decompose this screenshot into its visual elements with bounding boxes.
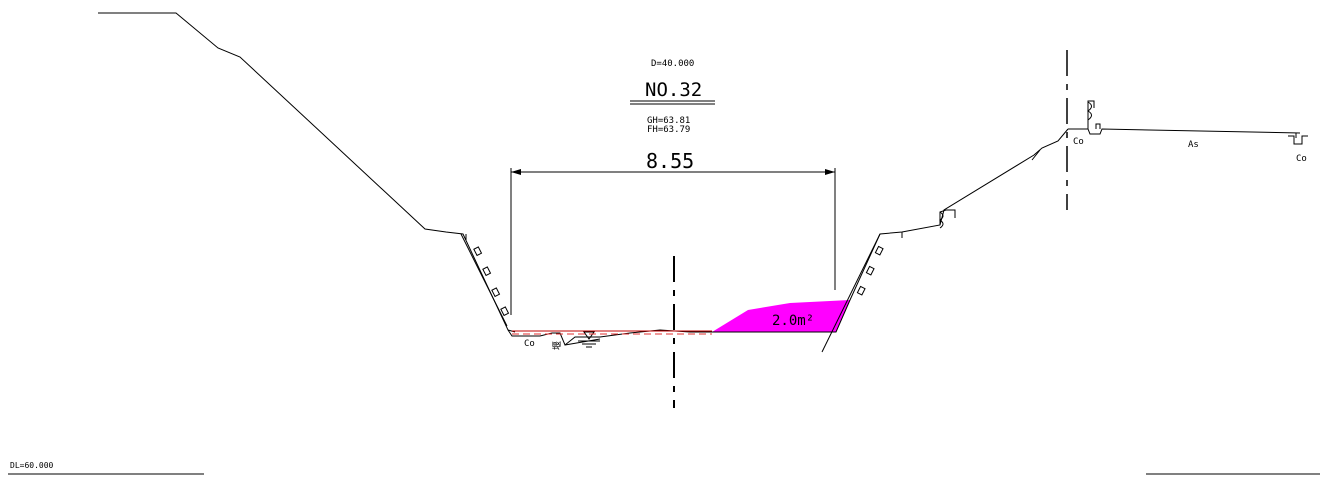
width-dimension-label: 8.55 [646, 149, 694, 173]
weir-label: 堰 [552, 341, 563, 350]
section-number: NO.32 [645, 79, 702, 101]
section-distance: D=40.000 [651, 59, 694, 69]
road-guardrail [1087, 100, 1101, 129]
area-label: 2.0m² [772, 313, 814, 329]
road-surface-line [1068, 128, 1301, 135]
right-slope-block-markers [856, 232, 903, 296]
road-material-co-label: Co [1073, 137, 1084, 147]
road-material-as-label: As [1188, 140, 1199, 150]
bed-low-line [564, 338, 601, 346]
width-dimension [510, 168, 836, 315]
left-slope-block-markers [465, 234, 510, 317]
ditch-material-label: Co [1296, 154, 1307, 164]
right-bank-slope-protection [821, 233, 881, 353]
right-bank-ground-line [712, 128, 1069, 333]
road-ditch [1288, 133, 1308, 145]
left-bank-ground-line [98, 12, 516, 333]
datum-label: DL=60.000 [10, 461, 54, 470]
water-level-symbol [578, 331, 600, 348]
left-bank-slope-protection [460, 233, 508, 327]
left-bank-material-label: Co [524, 339, 535, 349]
excavation-area [712, 300, 850, 332]
channel-bed-line [507, 329, 712, 346]
ground-height: GH=63.81 [647, 116, 690, 126]
formation-height: FH=63.79 [647, 125, 690, 135]
retaining-wall [939, 149, 1041, 229]
